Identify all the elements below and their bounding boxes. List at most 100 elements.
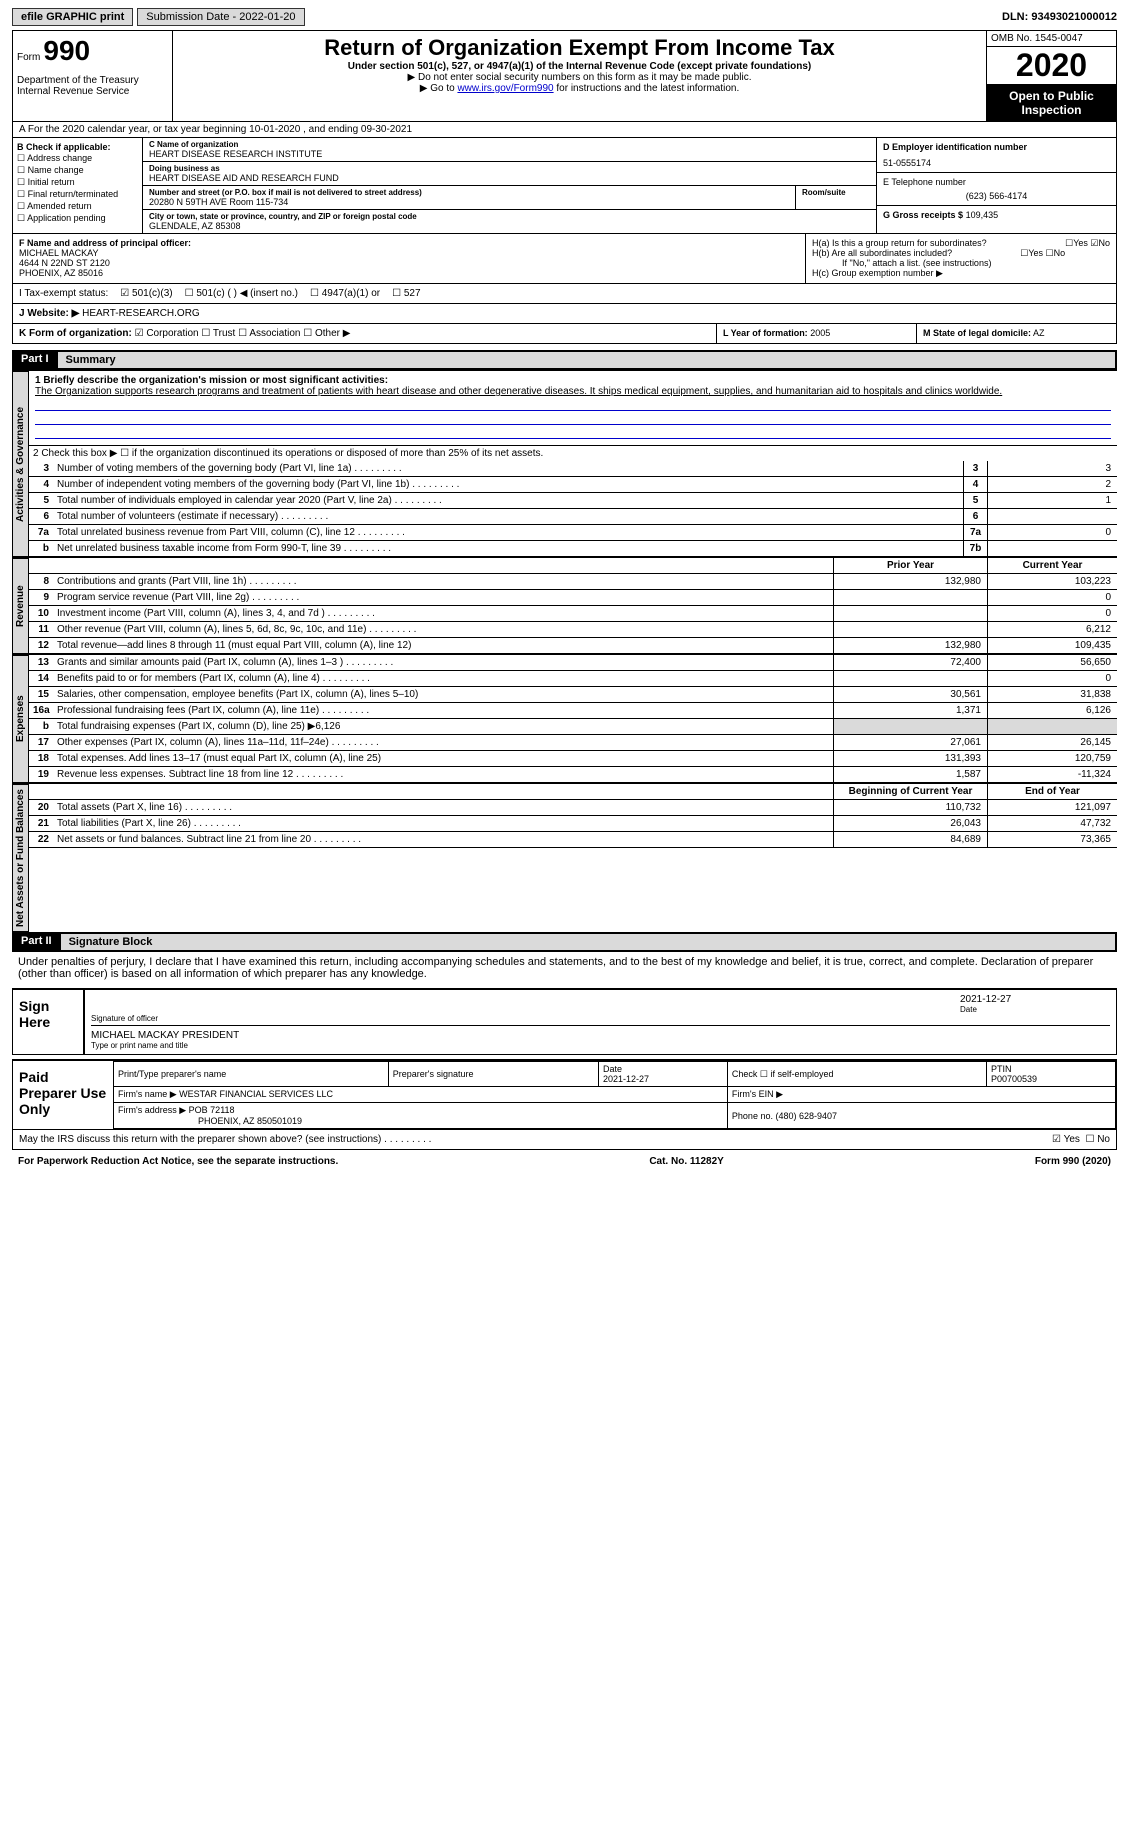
l11-curr: 6,212: [987, 622, 1117, 637]
cb-amended[interactable]: ☐ Amended return: [17, 201, 138, 212]
l19-text: Revenue less expenses. Subtract line 18 …: [53, 767, 833, 782]
l5-box: 5: [963, 493, 987, 508]
ha-row: H(a) Is this a group return for subordin…: [812, 238, 1110, 248]
open-inspection: Open to Public Inspection: [987, 85, 1116, 121]
part1-header: Part I: [13, 351, 57, 369]
l20-text: Total assets (Part X, line 16): [53, 800, 833, 815]
l12-curr: 109,435: [987, 638, 1117, 653]
footer-left: For Paperwork Reduction Act Notice, see …: [18, 1156, 338, 1167]
l7b-val: [987, 541, 1117, 556]
cb-trust[interactable]: ☐ Trust: [201, 328, 235, 339]
l16b-text: Total fundraising expenses (Part IX, col…: [53, 719, 833, 734]
m-value: AZ: [1033, 328, 1045, 338]
firm-name: WESTAR FINANCIAL SERVICES LLC: [179, 1089, 333, 1099]
l14-prior: [833, 671, 987, 686]
l6-box: 6: [963, 509, 987, 524]
l18-curr: 120,759: [987, 751, 1117, 766]
sig-date: 2021-12-27: [960, 994, 1110, 1005]
firm-name-h: Firm's name ▶: [118, 1089, 177, 1099]
l4-box: 4: [963, 477, 987, 492]
info-grid: B Check if applicable: ☐ Address change …: [12, 138, 1117, 234]
q1-label: 1 Briefly describe the organization's mi…: [35, 375, 1111, 386]
cb-other[interactable]: ☐ Other ▶: [303, 328, 350, 339]
firm-addr: POB 72118: [189, 1105, 235, 1115]
hc-row: H(c) Group exemption number ▶: [812, 268, 1110, 279]
cb-527[interactable]: ☐ 527: [392, 288, 420, 299]
l19-curr: -11,324: [987, 767, 1117, 782]
l16a-text: Professional fundraising fees (Part IX, …: [53, 703, 833, 718]
submission-date: Submission Date - 2022-01-20: [137, 8, 304, 26]
dba-label: Doing business as: [149, 164, 870, 173]
form-note1: ▶ Do not enter social security numbers o…: [177, 72, 982, 83]
note2-post: for instructions and the latest informat…: [554, 83, 740, 94]
l-label: L Year of formation:: [723, 328, 808, 338]
l6-val: [987, 509, 1117, 524]
ptin: P00700539: [991, 1074, 1037, 1084]
fg-row: F Name and address of principal officer:…: [12, 234, 1117, 284]
l5-text: Total number of individuals employed in …: [53, 493, 963, 508]
cb-irs-yes[interactable]: ☑ Yes: [1052, 1134, 1080, 1145]
section-c: C Name of organization HEART DISEASE RES…: [143, 138, 876, 233]
l12-prior: 132,980: [833, 638, 987, 653]
cb-501c[interactable]: ☐ 501(c) ( ) ◀ (insert no.): [185, 288, 298, 299]
l16b-prior: [833, 719, 987, 734]
l11-prior: [833, 622, 987, 637]
website-row: J Website: ▶ HEART-RESEARCH.ORG: [12, 304, 1117, 324]
website-value: HEART-RESEARCH.ORG: [82, 308, 200, 319]
l15-prior: 30,561: [833, 687, 987, 702]
form-number: 990: [43, 35, 90, 66]
dba-name: HEART DISEASE AID AND RESEARCH FUND: [149, 173, 870, 183]
cb-address-change[interactable]: ☐ Address change: [17, 153, 138, 164]
l7a-text: Total unrelated business revenue from Pa…: [53, 525, 963, 540]
l8-curr: 103,223: [987, 574, 1117, 589]
officer-addr2: PHOENIX, AZ 85016: [19, 268, 799, 278]
prep-date: 2021-12-27: [603, 1074, 649, 1084]
cb-4947[interactable]: ☐ 4947(a)(1) or: [310, 288, 380, 299]
l18-prior: 131,393: [833, 751, 987, 766]
cb-irs-no[interactable]: ☐ No: [1085, 1134, 1110, 1145]
check-self[interactable]: Check ☐ if self-employed: [727, 1062, 986, 1087]
cb-final-return[interactable]: ☐ Final return/terminated: [17, 189, 138, 200]
current-header: Current Year: [987, 558, 1117, 573]
l11-text: Other revenue (Part VIII, column (A), li…: [53, 622, 833, 637]
revenue-section: Revenue Prior YearCurrent Year 8Contribu…: [12, 557, 1117, 654]
cb-corp[interactable]: ☑ Corporation: [135, 328, 199, 339]
firm-addr-h: Firm's address ▶: [118, 1105, 186, 1115]
l4-val: 2: [987, 477, 1117, 492]
l-value: 2005: [810, 328, 830, 338]
street: 20280 N 59TH AVE Room 115-734: [149, 197, 789, 207]
l7a-box: 7a: [963, 525, 987, 540]
q1-text: The Organization supports research progr…: [35, 386, 1111, 397]
website-label: J Website: ▶: [19, 308, 79, 319]
firm-ein-h: Firm's EIN ▶: [727, 1087, 1115, 1103]
l16a-prior: 1,371: [833, 703, 987, 718]
efile-button[interactable]: efile GRAPHIC print: [12, 8, 133, 26]
cb-pending[interactable]: ☐ Application pending: [17, 213, 138, 224]
footer-mid: Cat. No. 11282Y: [649, 1156, 723, 1167]
l21-curr: 47,732: [987, 816, 1117, 831]
l8-prior: 132,980: [833, 574, 987, 589]
phone-h: Phone no.: [732, 1111, 773, 1121]
l16b-curr: [987, 719, 1117, 734]
l12-text: Total revenue—add lines 8 through 11 (mu…: [53, 638, 833, 653]
officer-addr1: 4644 N 22ND ST 2120: [19, 258, 799, 268]
cb-name-change[interactable]: ☐ Name change: [17, 165, 138, 176]
l7a-val: 0: [987, 525, 1117, 540]
l3-text: Number of voting members of the governin…: [53, 461, 963, 476]
l14-curr: 0: [987, 671, 1117, 686]
ein-value: 51-0555174: [883, 158, 1110, 168]
dln: DLN: 93493021000012: [1002, 11, 1117, 23]
prep-name-h: Print/Type preparer's name: [114, 1062, 389, 1087]
gross-label: G Gross receipts $: [883, 210, 963, 220]
officer-label: F Name and address of principal officer:: [19, 238, 799, 248]
cb-assoc[interactable]: ☐ Association: [238, 328, 300, 339]
irs-link[interactable]: www.irs.gov/Form990: [457, 83, 553, 94]
tax-year: 2020: [987, 47, 1116, 85]
l18-text: Total expenses. Add lines 13–17 (must eq…: [53, 751, 833, 766]
cb-501c3[interactable]: ☑ 501(c)(3): [120, 288, 172, 299]
l4-text: Number of independent voting members of …: [53, 477, 963, 492]
note2-pre: ▶ Go to: [420, 83, 458, 94]
l10-curr: 0: [987, 606, 1117, 621]
cb-initial-return[interactable]: ☐ Initial return: [17, 177, 138, 188]
part1-title: Summary: [57, 351, 1116, 369]
